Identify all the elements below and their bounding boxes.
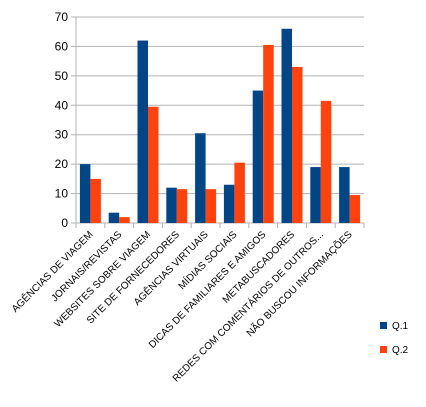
bar-q2-9 [320,100,332,223]
bar-q1-5 [195,133,206,223]
bar-q2-4 [176,189,188,223]
bar-q1-2 [108,212,120,223]
y-tick-label: 70 [55,10,69,24]
legend: Q.1 Q.2 [380,321,409,356]
bar-q1-10 [339,167,350,223]
bar-q1-3 [137,40,148,223]
y-tick-labels: 0 10 20 30 40 50 60 70 [55,10,69,230]
x-tick-labels: AGÊNCIAS DE VIAGEMJORNAIS/REVISTASWEBSIT… [9,228,355,385]
y-tick-label: 0 [61,216,68,230]
bar-q1-7 [252,90,264,223]
bar-q2-7 [263,44,274,224]
bar-q1-9 [310,167,321,223]
y-tick-label: 60 [55,39,69,53]
y-tick-label: 50 [55,69,69,83]
bar-q2-6 [234,162,245,223]
bar-q1-8 [281,28,292,224]
y-tick-label: 20 [55,157,69,171]
y-tick-label: 30 [55,128,69,142]
bar-q2-5 [205,189,217,223]
bar-q2-10 [349,195,361,223]
bar-q2-3 [148,106,159,223]
legend-swatch [380,322,387,329]
legend-label: Q.2 [392,345,409,356]
legend-swatch [380,346,387,353]
y-tick-label: 10 [55,187,69,201]
bar-q2-8 [292,67,303,224]
bar-q2-1 [90,178,101,223]
bars [79,28,361,224]
bar-q1-4 [166,187,177,223]
bar-q1-1 [79,164,91,223]
gridlines [76,16,364,224]
bar-q2-2 [119,217,130,223]
y-tick-label: 40 [55,98,69,112]
bar-q1-6 [223,184,235,223]
legend-label: Q.1 [392,321,409,332]
